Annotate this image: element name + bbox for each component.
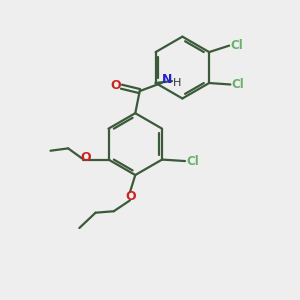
Text: H: H xyxy=(173,78,181,88)
Text: O: O xyxy=(80,151,91,164)
Text: O: O xyxy=(110,79,121,92)
Text: Cl: Cl xyxy=(231,78,244,91)
Text: N: N xyxy=(162,73,172,86)
Text: O: O xyxy=(125,190,136,203)
Text: Cl: Cl xyxy=(230,39,243,52)
Text: Cl: Cl xyxy=(186,154,199,167)
